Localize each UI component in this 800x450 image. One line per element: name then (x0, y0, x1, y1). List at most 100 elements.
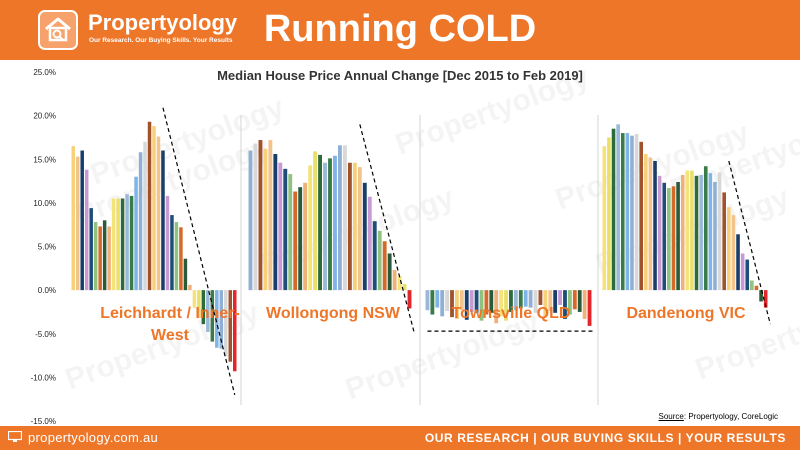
region-label: Dandenong VIC (626, 305, 746, 322)
chart-bar (377, 230, 382, 291)
chart-bar (98, 226, 102, 291)
chart-bar (611, 128, 616, 291)
chart-bar (587, 290, 592, 326)
chart-bar (224, 290, 228, 357)
chart-area: Propertyology Propertyology Propertyology P… (0, 60, 800, 426)
chart-bar (233, 290, 237, 372)
chart-bar (671, 186, 676, 291)
chart-bar (253, 143, 258, 291)
chart-bar (435, 290, 440, 308)
chart-bar (474, 290, 479, 313)
monitor-icon (8, 431, 22, 442)
footer-tagline: OUR RESEARCH | OUR BUYING SKILLS | YOUR … (424, 431, 786, 445)
chart-bar (518, 290, 523, 309)
chart-bar (625, 133, 630, 291)
chart-bar (582, 290, 587, 319)
chart-bar (397, 276, 402, 291)
chart-bar (694, 175, 699, 291)
chart-bar (298, 187, 303, 291)
chart-bar (662, 182, 667, 291)
chart-bar (288, 174, 293, 291)
chart-bar (759, 290, 763, 302)
y-tick-label: 5.0% (38, 243, 56, 252)
chart-bar (116, 198, 120, 291)
chart-bar (459, 290, 464, 311)
chart-bar (382, 241, 387, 291)
chart-bar (484, 290, 489, 315)
chart-bar (147, 121, 152, 291)
chart-bar (736, 234, 740, 291)
watermark-text: Propertyology (691, 286, 800, 387)
chart-bar (201, 290, 206, 325)
chart-bar (509, 290, 513, 312)
chart-bar (657, 175, 662, 291)
chart-bar (548, 290, 553, 312)
chart-bar (653, 160, 657, 291)
chart-bar (174, 222, 179, 291)
chart-bar (620, 133, 625, 291)
y-tick-label: 20.0% (33, 112, 56, 121)
chart-bar (745, 259, 750, 291)
chart-bar (563, 290, 567, 319)
chart-bar (111, 198, 116, 291)
y-tick-label: 25.0% (33, 68, 56, 77)
chart-bar (206, 290, 210, 333)
chart-bar (387, 253, 392, 291)
chart-bar (450, 290, 454, 318)
header-banner: Propertyology Our Research. Our Buying S… (0, 0, 800, 60)
chart-bar (278, 162, 283, 291)
chart-bar (120, 198, 125, 291)
chart-bar (219, 290, 224, 349)
chart-bar (125, 194, 129, 291)
chart-bar (607, 137, 611, 291)
chart-bar (183, 258, 188, 291)
chart-bar (313, 151, 318, 291)
chart-bar (616, 124, 620, 291)
chart-bar (248, 150, 253, 291)
y-tick-label: 0.0% (38, 286, 56, 295)
chart-bar (293, 191, 298, 291)
house-magnifier-icon (45, 17, 71, 42)
chart-bar (84, 169, 89, 291)
chart-bar (188, 284, 192, 291)
chart-bar (513, 290, 518, 311)
chart-bar (708, 173, 713, 291)
chart-bar (523, 290, 528, 307)
chart-bar (134, 176, 138, 291)
logo-house-icon (38, 10, 78, 50)
chart-bar (143, 141, 147, 291)
brand-name: Propertyology (88, 10, 238, 35)
source-label: Source (658, 412, 684, 421)
chart-bar (357, 167, 362, 291)
footer-banner: propertyology.com.au OUR RESEARCH | OUR … (0, 426, 800, 450)
chart-bar (602, 146, 607, 291)
brand-tagline: Our Research. Our Buying Skills. Your Re… (89, 37, 233, 44)
trend-line (359, 124, 416, 334)
region-label: Wollongong NSW (266, 305, 401, 322)
chart-bar (577, 290, 582, 312)
chart-bar (89, 208, 93, 291)
chart-bar (347, 162, 352, 291)
chart-bar (464, 290, 469, 320)
chart-bar (352, 162, 357, 291)
chart-bar (680, 174, 685, 291)
chart-bar (479, 290, 484, 321)
chart-bar (328, 158, 332, 291)
chart-bar (425, 290, 430, 311)
chart-bar (102, 220, 107, 291)
source-text: : Propertyology, CoreLogic (683, 412, 778, 421)
chart-bar (533, 290, 538, 313)
chart-bar (215, 290, 219, 348)
chart-bar (156, 136, 161, 291)
chart-bar (763, 290, 768, 308)
y-tick-label: 15.0% (33, 155, 56, 164)
chart-bar (740, 253, 745, 291)
chart-bar (528, 290, 533, 308)
chart-bar (731, 215, 736, 291)
chart-bar (494, 290, 499, 324)
chart-bar (407, 290, 412, 309)
chart-bar (152, 126, 156, 291)
chart-bar (543, 290, 548, 317)
chart-bar (308, 165, 313, 291)
